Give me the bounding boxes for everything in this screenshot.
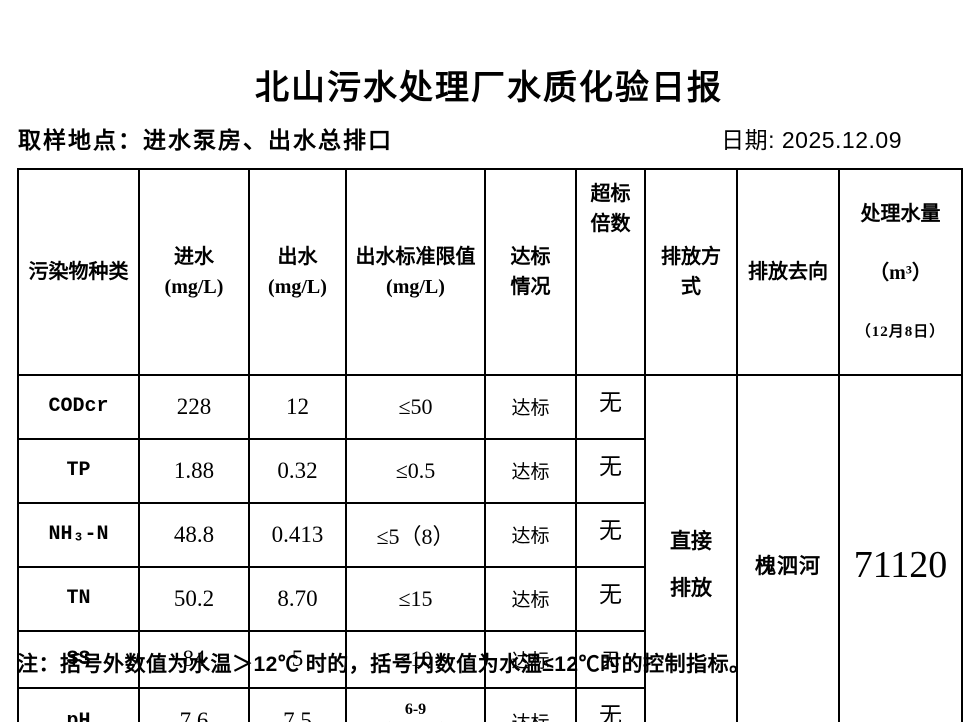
table-header-row: 污染物种类 进水 (mg/L) 出水 (mg/L) 出水标准限值 (mg/L) … (17, 168, 963, 376)
pollutant-name: CODcr (17, 373, 140, 440)
compliance-status: 达标 (484, 686, 577, 722)
pollutant-name: SS (17, 629, 140, 689)
exceedance-value: 无 (575, 437, 646, 504)
table-row-nh3n: NH₃-N 48.8 0.413 ≤5（8） 达标 无 (17, 501, 962, 568)
pollutant-name: NH₃-N (17, 501, 140, 568)
compliance-status: 达标 (484, 373, 577, 440)
col-header-compliance: 达标 情况 (484, 168, 577, 376)
influent-value: 7.6 (138, 686, 250, 722)
volume-header-date: （12月8日） (855, 324, 946, 340)
compliance-status: 达标 (484, 565, 577, 632)
discharge-method-cell: 直接 排放 (644, 373, 738, 722)
effluent-value: 0.413 (248, 501, 347, 568)
col-header-standard: 出水标准限值 (mg/L) (345, 168, 486, 376)
effluent-value: 12 (248, 373, 347, 440)
exceedance-value: 无 (575, 501, 646, 568)
exceedance-value: 无 (575, 686, 646, 722)
table-row-ss: SS 84 5 ≤10 达标 无 (17, 629, 962, 689)
effluent-value: 7.5 (248, 686, 347, 722)
pollutant-name: TN (17, 565, 140, 632)
influent-value: 48.8 (138, 501, 250, 568)
effluent-value: 5 (248, 629, 347, 689)
standard-limit: ≤0.5 (345, 437, 486, 504)
discharge-destination-cell: 槐泗河 (736, 373, 840, 722)
pollutant-name: pH (17, 686, 140, 722)
standard-limit: ≤5（8） (345, 501, 486, 568)
influent-value: 1.88 (138, 437, 250, 504)
volume-header-title: 处理水量 (860, 203, 941, 225)
col-header-volume: 处理水量 （m³） （12月8日） (838, 168, 963, 376)
standard-limit: ≤15 (345, 565, 486, 632)
pollutant-name: TP (17, 437, 140, 504)
col-header-discharge-method: 排放方 式 (644, 168, 738, 376)
table-row-codcr: CODcr 228 12 ≤50 达标 无 直接 排放 槐泗河 71120 (17, 373, 963, 722)
table-row-tp: TP 1.88 0.32 ≤0.5 达标 无 (17, 437, 962, 504)
influent-value: 228 (138, 373, 250, 440)
col-header-destination: 排放去向 (736, 168, 840, 376)
standard-limit: 6-9 （无量纲） (345, 686, 486, 722)
volume-header-unit: （m³） (869, 262, 932, 284)
effluent-value: 8.70 (248, 565, 347, 632)
footnote: 注：括号外数值为水温＞12℃ 时的，括号内数值为水温≤12℃时的控制指标。 (17, 653, 751, 676)
exceedance-value: 无 (575, 629, 646, 689)
meta-row: 取样地点：进水泵房、出水总排口 日期: 2025.12.09 (18, 121, 902, 155)
sampling-location-label: 取样地点：进水泵房、出水总排口 (18, 127, 393, 153)
compliance-status: 达标 (484, 501, 577, 568)
table-row-tn: TN 50.2 8.70 ≤15 达标 无 (17, 565, 962, 632)
report-date: 日期: 2025.12.09 (721, 127, 902, 153)
report-title: 北山污水处理厂水质化验日报 (255, 70, 723, 107)
treated-volume-cell: 71120 (838, 373, 963, 722)
compliance-status: 达标 (484, 629, 577, 689)
exceedance-value: 无 (575, 373, 646, 440)
standard-limit: ≤10 (345, 629, 486, 689)
table-row-ph: pH 7.6 7.5 6-9 （无量纲） 达标 无 (17, 686, 962, 722)
water-quality-table: 污染物种类 进水 (mg/L) 出水 (mg/L) 出水标准限值 (mg/L) … (17, 168, 963, 722)
col-header-effluent: 出水 (mg/L) (248, 168, 347, 376)
effluent-value: 0.32 (248, 437, 347, 504)
col-header-influent: 进水 (mg/L) (138, 168, 250, 376)
influent-value: 84 (138, 629, 250, 689)
col-header-exceedance: 超标 倍数 (575, 168, 646, 376)
col-header-pollutant: 污染物种类 (17, 168, 140, 376)
standard-limit: ≤50 (345, 373, 486, 440)
influent-value: 50.2 (138, 565, 250, 632)
compliance-status: 达标 (484, 437, 577, 504)
exceedance-value: 无 (575, 565, 646, 632)
